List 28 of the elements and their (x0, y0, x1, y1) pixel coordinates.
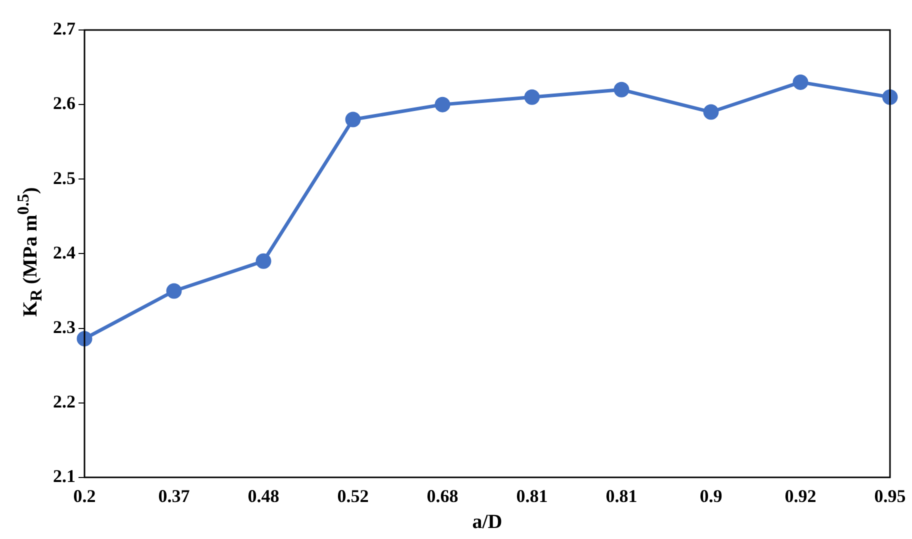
x-tick-label: 0.52 (337, 486, 369, 506)
y-tick-label: 2.3 (53, 316, 76, 337)
point (345, 112, 361, 128)
point (614, 82, 630, 98)
point (792, 74, 808, 90)
x-tick-label: 0.68 (426, 486, 458, 506)
x-tick-label: 0.48 (248, 486, 280, 506)
y-tick-label: 2.6 (53, 93, 76, 114)
x-axis-title: a/D (472, 511, 502, 534)
point (256, 253, 272, 269)
x-tick-label: 0.81 (606, 486, 638, 506)
point (882, 89, 898, 105)
x-tick-label: 0.2 (73, 486, 96, 506)
point (703, 104, 719, 120)
y-tick-label: 2.1 (53, 466, 76, 486)
y-tick-label: 2.4 (53, 242, 76, 262)
x-tick-label: 0.37 (158, 486, 190, 506)
y-tick-label: 2.2 (53, 391, 76, 412)
x-tick-label: 0.95 (874, 486, 906, 506)
point (434, 96, 450, 112)
y-tick-label: 2.5 (53, 168, 76, 188)
point (166, 283, 182, 299)
point (524, 89, 540, 105)
x-tick-label: 0.92 (784, 486, 816, 506)
x-tick-label: 0.81 (516, 486, 548, 506)
y-tick-label: 2.7 (53, 18, 76, 39)
point (76, 330, 92, 346)
x-tick-label: 0.9 (700, 486, 722, 506)
